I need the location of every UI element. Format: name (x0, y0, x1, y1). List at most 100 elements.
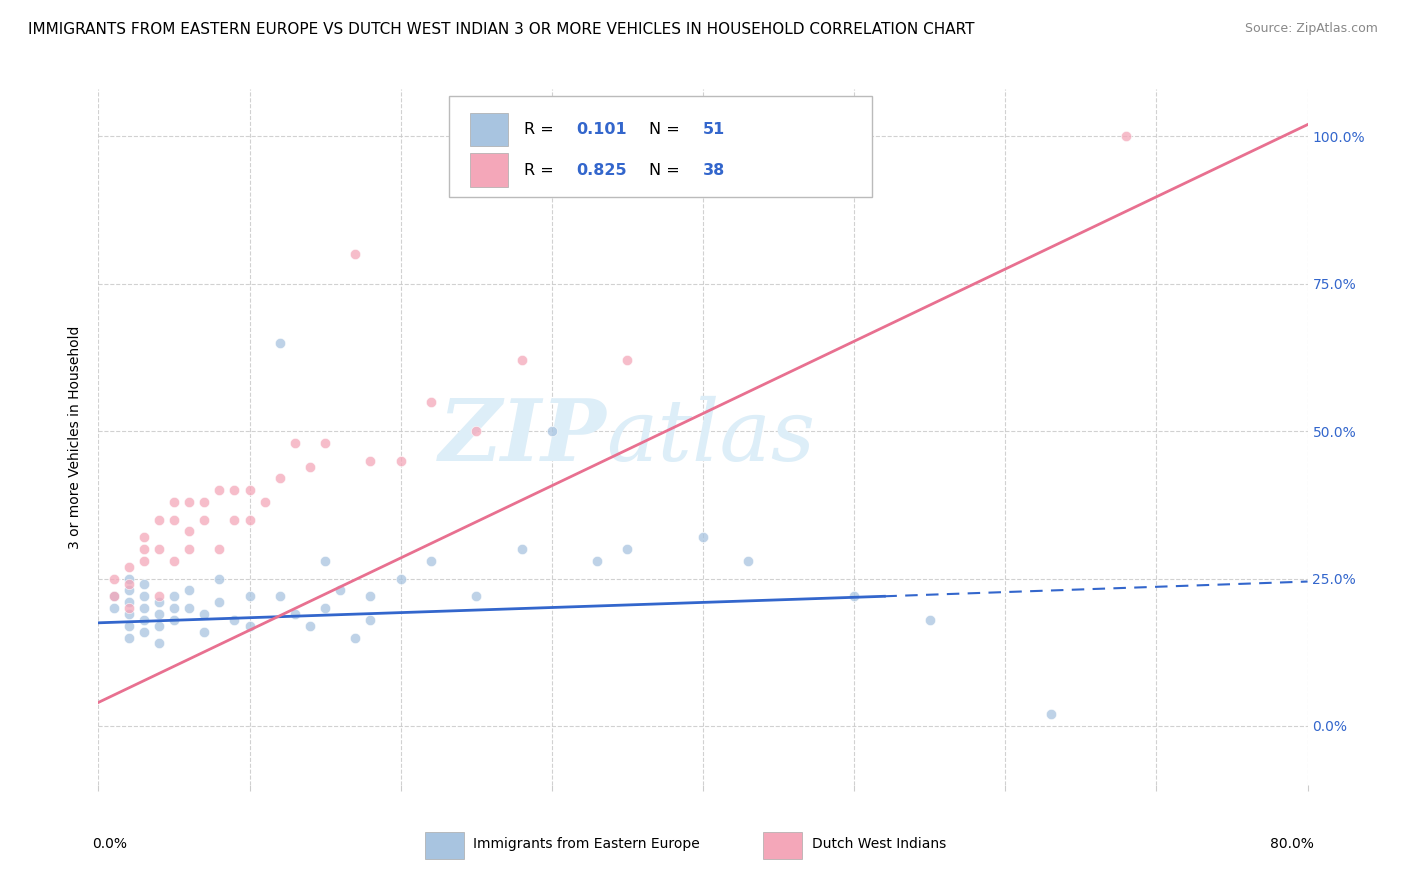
Point (360, 453, 382, 467)
Point (224, 613, 246, 627)
Point (163, 613, 186, 627)
Point (737, 554, 759, 568)
Point (118, 577, 141, 591)
Point (148, 589, 170, 603)
Point (269, 589, 291, 603)
Point (179, 495, 201, 509)
Point (208, 595, 231, 609)
Point (148, 619, 170, 633)
Text: 80.0%: 80.0% (1270, 837, 1313, 851)
Text: R =: R = (524, 122, 560, 137)
Point (163, 495, 186, 509)
Point (179, 524, 201, 539)
Point (208, 542, 231, 557)
Text: 0.101: 0.101 (576, 122, 627, 137)
Point (344, 631, 367, 645)
Text: atlas: atlas (606, 396, 815, 478)
Point (284, 607, 307, 621)
Point (314, 601, 336, 615)
Point (360, 613, 382, 627)
Point (420, 554, 443, 568)
Point (118, 607, 141, 621)
Text: R =: R = (524, 162, 560, 178)
Point (540, 424, 562, 438)
Point (118, 601, 141, 615)
Point (148, 636, 170, 650)
Point (118, 595, 141, 609)
Point (179, 601, 201, 615)
Point (118, 619, 141, 633)
Point (148, 607, 170, 621)
Point (163, 589, 186, 603)
Point (132, 577, 155, 591)
Point (314, 436, 336, 450)
FancyBboxPatch shape (449, 96, 872, 197)
Point (208, 483, 231, 497)
Point (314, 554, 336, 568)
Point (148, 513, 170, 527)
Point (616, 353, 638, 368)
Point (103, 589, 125, 603)
Point (1039, 707, 1062, 722)
Point (193, 513, 215, 527)
Point (299, 619, 322, 633)
Point (844, 589, 866, 603)
Point (148, 595, 170, 609)
Point (179, 542, 201, 557)
Text: Dutch West Indians: Dutch West Indians (811, 837, 946, 851)
FancyBboxPatch shape (425, 831, 464, 859)
Point (118, 559, 141, 574)
Point (193, 624, 215, 639)
FancyBboxPatch shape (470, 153, 509, 186)
Point (132, 530, 155, 544)
Point (253, 495, 276, 509)
Point (360, 589, 382, 603)
Point (344, 247, 367, 261)
Point (132, 589, 155, 603)
Point (132, 613, 155, 627)
Point (269, 471, 291, 485)
Point (103, 589, 125, 603)
FancyBboxPatch shape (470, 113, 509, 146)
Text: 0.825: 0.825 (576, 162, 627, 178)
Point (1115, 129, 1137, 144)
Point (389, 572, 412, 586)
Point (510, 542, 533, 557)
Point (148, 542, 170, 557)
Text: 51: 51 (703, 122, 725, 137)
Point (586, 554, 609, 568)
Point (465, 424, 488, 438)
Point (193, 495, 215, 509)
Point (239, 513, 262, 527)
Point (239, 483, 262, 497)
Text: IMMIGRANTS FROM EASTERN EUROPE VS DUTCH WEST INDIAN 3 OR MORE VEHICLES IN HOUSEH: IMMIGRANTS FROM EASTERN EUROPE VS DUTCH … (28, 22, 974, 37)
Text: Source: ZipAtlas.com: Source: ZipAtlas.com (1244, 22, 1378, 36)
FancyBboxPatch shape (763, 831, 803, 859)
Y-axis label: 3 or more Vehicles in Household: 3 or more Vehicles in Household (69, 326, 83, 549)
Point (132, 601, 155, 615)
Point (239, 589, 262, 603)
Point (269, 335, 291, 350)
Point (329, 583, 352, 598)
Point (103, 601, 125, 615)
Point (163, 601, 186, 615)
Point (132, 624, 155, 639)
Point (239, 619, 262, 633)
Point (132, 554, 155, 568)
Point (616, 542, 638, 557)
Point (299, 459, 322, 474)
Point (224, 483, 246, 497)
Point (118, 631, 141, 645)
Point (284, 436, 307, 450)
Point (132, 542, 155, 557)
Point (193, 607, 215, 621)
Point (208, 572, 231, 586)
Point (163, 554, 186, 568)
Point (118, 583, 141, 598)
Point (692, 530, 714, 544)
Point (118, 572, 141, 586)
Text: ZIP: ZIP (439, 395, 606, 479)
Text: Immigrants from Eastern Europe: Immigrants from Eastern Europe (474, 837, 700, 851)
Point (918, 613, 941, 627)
Text: N =: N = (648, 162, 685, 178)
